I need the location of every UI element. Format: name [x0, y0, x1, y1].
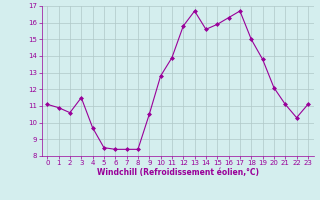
X-axis label: Windchill (Refroidissement éolien,°C): Windchill (Refroidissement éolien,°C) [97, 168, 259, 177]
